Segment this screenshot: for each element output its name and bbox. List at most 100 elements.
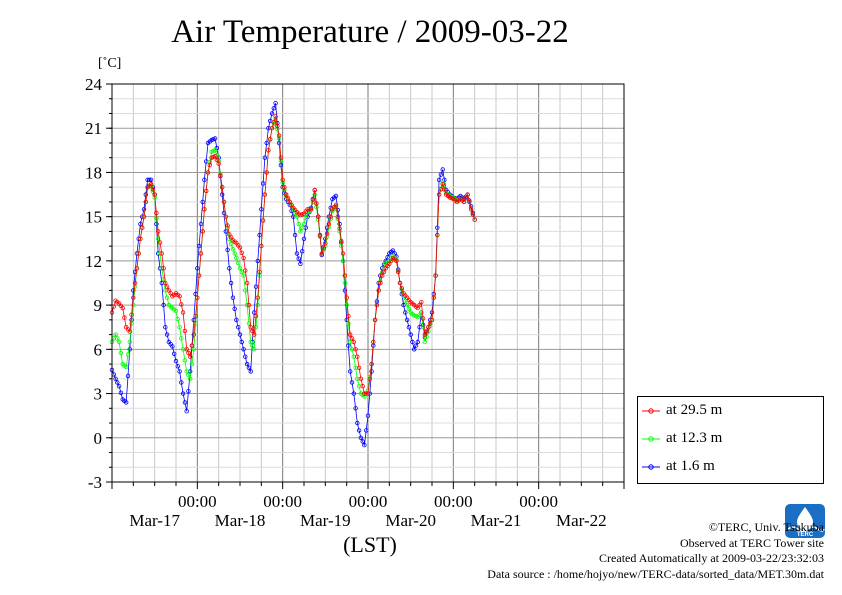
data-point [239,250,244,255]
data-point [337,221,342,227]
data-point [195,266,200,271]
data-point [433,273,438,278]
legend-label: at 29.5 m [666,402,723,418]
data-point [440,181,445,187]
x-tick-date-label: Mar-17 [129,511,180,530]
data-point [298,261,303,266]
data-point [195,295,200,300]
legend-label: at 12.3 m [666,430,723,446]
data-point [424,328,429,334]
data-point [364,428,369,433]
data-point [118,350,124,356]
chart-grid [112,84,624,482]
data-point [239,269,244,275]
data-point [308,207,314,212]
data-point [179,336,184,341]
data-point [260,181,266,186]
data-point [237,332,243,337]
data-point [344,302,349,308]
data-point [216,161,221,166]
data-point [225,223,230,228]
data-point [237,245,243,250]
data-point [115,336,120,341]
data-point [358,376,364,381]
data-point [138,236,143,241]
data-point [300,249,305,254]
data-point [316,214,321,219]
data-point [266,148,271,153]
data-point [296,256,301,261]
data-point [470,212,476,217]
data-point [177,369,182,374]
data-point [234,317,239,323]
data-point [436,192,442,197]
data-point [284,192,289,197]
data-point [196,273,202,278]
data-point [463,195,468,201]
data-point [127,347,132,352]
data-point [196,243,202,249]
data-point [271,106,276,111]
data-point [193,321,198,326]
data-point [161,266,166,271]
x-axis-label: (LST) [343,532,397,557]
data-point [198,251,204,256]
data-point [184,347,189,352]
data-point [468,207,474,212]
data-point [268,118,273,124]
data-point [127,329,132,334]
data-point [397,280,403,286]
data-point [225,247,230,252]
x-tick-date-label: Mar-20 [385,511,436,530]
data-point [129,312,134,317]
data-point [253,284,259,289]
x-tick-time-label: 00:00 [519,492,558,511]
data-point [243,354,248,359]
data-point [422,332,428,337]
data-point [228,241,234,247]
data-point [298,229,303,234]
data-point [202,207,207,212]
y-axis-unit: [˚C] [98,56,122,71]
data-point [273,114,278,119]
data-point [335,214,340,219]
data-point [116,339,122,345]
data-point [175,364,180,369]
data-point [419,310,424,315]
data-point [147,177,152,182]
data-point [353,347,358,352]
data-point [235,260,241,266]
data-point [164,332,170,337]
data-point [118,390,124,395]
data-point [243,268,248,273]
data-point [442,187,447,192]
data-point [342,273,348,278]
data-point [129,321,134,326]
data-point [257,269,262,275]
observed-text: Observed at TERC Tower site [679,535,824,550]
data-point [353,406,358,411]
data-point [406,306,412,311]
data-point [212,148,218,153]
data-point [143,199,148,205]
data-point [237,266,243,271]
data-point [152,192,157,197]
data-point [275,123,280,129]
data-point [223,214,228,219]
data-point [300,225,305,230]
data-point [227,266,232,271]
data-point [150,187,156,192]
credits-block: ©TERC, Univ. Tsukuba Observed at TERC To… [487,520,824,582]
data-point [248,339,253,345]
data-point [255,258,260,264]
data-point [314,201,319,206]
data-point [360,439,365,444]
y-tick-label: 0 [94,429,103,448]
data-point [232,306,237,311]
data-point [428,321,433,326]
data-point [143,192,148,197]
data-point [228,280,234,286]
data-point [198,221,204,227]
data-point [193,314,198,319]
data-point [173,308,179,314]
